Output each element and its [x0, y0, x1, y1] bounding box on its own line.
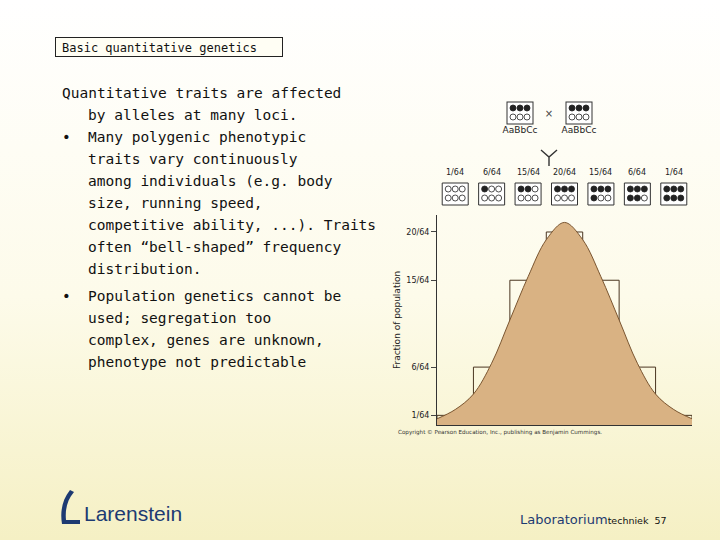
svg-text:1/64: 1/64 [446, 168, 464, 177]
html-text:by alleles at many loci.: by alleles at many loci. [88, 107, 298, 123]
html-text:Many polygenic phenotypic: Many polygenic phenotypic [88, 129, 307, 145]
html-text:traits vary continuously: traits vary continuously [88, 151, 298, 167]
html-text:Basic quantitative genetics: Basic quantitative genetics [62, 41, 258, 55]
svg-text:20/64: 20/64 [553, 168, 576, 177]
html-text:competitive ability, ...). Tra: competitive ability, ...). Traits [88, 217, 377, 233]
html-text:Laboratoriumtechniek: Laboratoriumtechniek [520, 512, 649, 527]
svg-text:15/64: 15/64 [589, 168, 612, 177]
html-text:57: 57 [654, 515, 667, 526]
html-text:Copyright © Pearson Education,: Copyright © Pearson Education, Inc., pub… [398, 429, 603, 435]
svg-text:Fraction of population: Fraction of population [392, 271, 402, 369]
html-text:used; segregation too: used; segregation too [88, 310, 272, 326]
html-text:Population genetics cannot be: Population genetics cannot be [88, 288, 342, 304]
svg-text:×: × [545, 108, 553, 119]
html-text:distribution.: distribution. [88, 261, 202, 277]
svg-text:1/64: 1/64 [411, 411, 429, 420]
html-text:among individuals (e.g. body: among individuals (e.g. body [88, 173, 333, 189]
html-text:size, running speed,: size, running speed, [88, 195, 263, 211]
svg-text:6/64: 6/64 [411, 363, 429, 372]
svg-text:6/64: 6/64 [628, 168, 646, 177]
svg-text:15/64: 15/64 [406, 276, 429, 285]
html-text:Quantitative traits are affect: Quantitative traits are affected [62, 85, 342, 101]
svg-text:20/64: 20/64 [406, 228, 429, 237]
svg-text:1/64: 1/64 [665, 168, 683, 177]
html-text:phenotype not predictable: phenotype not predictable [88, 354, 307, 370]
html-text:often “bell-shaped” frequency: often “bell-shaped” frequency [88, 239, 342, 255]
html-text:complex, genes are unknown,: complex, genes are unknown, [88, 332, 324, 348]
svg-text:15/64: 15/64 [517, 168, 540, 177]
svg-text:AaBbCc: AaBbCc [562, 125, 597, 135]
svg-text:AaBbCc: AaBbCc [503, 125, 538, 135]
svg-text:6/64: 6/64 [483, 168, 501, 177]
html-text:Larenstein: Larenstein [84, 502, 183, 525]
